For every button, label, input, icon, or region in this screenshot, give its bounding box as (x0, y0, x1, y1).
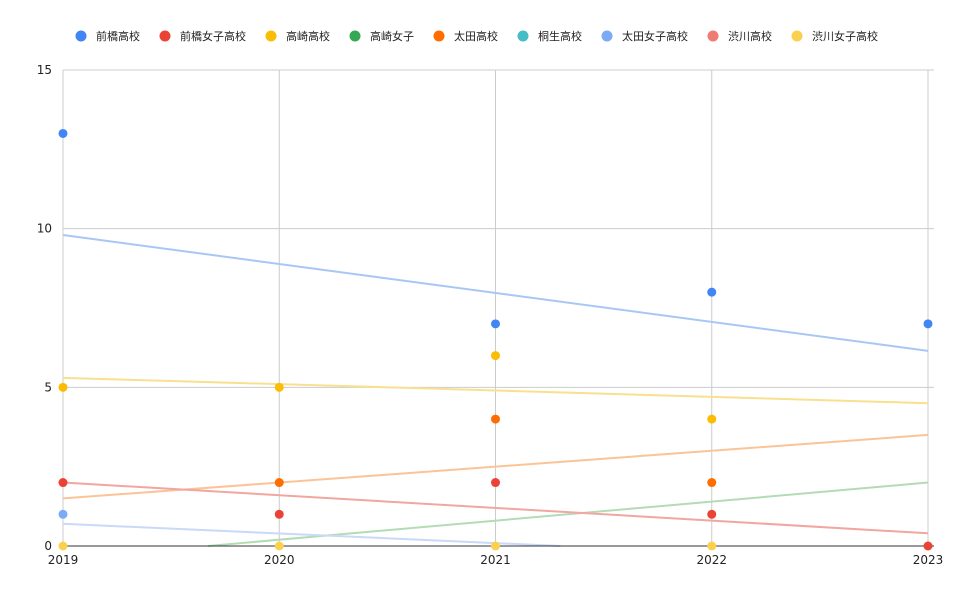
legend-marker (159, 30, 171, 42)
data-point (707, 287, 717, 297)
trendlines (62, 234, 929, 547)
legend-label: 桐生高校 (538, 29, 582, 43)
trendline (62, 433, 929, 500)
legend-label: 太田高校 (454, 29, 498, 43)
data-point (58, 478, 68, 488)
data-point (491, 541, 500, 551)
y-tick-label: 15 (37, 63, 52, 77)
data-points (58, 128, 933, 551)
y-tick-label: 5 (44, 380, 52, 394)
data-point (707, 414, 717, 424)
data-point (707, 509, 717, 519)
data-point (274, 541, 284, 551)
data-point (707, 478, 717, 488)
legend-marker (349, 30, 361, 42)
data-point (923, 319, 933, 329)
legend-label: 渋川高校 (728, 29, 772, 43)
legend-marker (791, 30, 803, 42)
legend-marker (433, 30, 445, 42)
legend-label: 太田女子高校 (622, 29, 688, 43)
legend-marker (265, 30, 277, 42)
legend-label: 前橋高校 (96, 29, 140, 43)
data-point (491, 351, 500, 361)
x-tick-label: 2023 (913, 553, 944, 567)
legend-marker (707, 30, 719, 42)
data-point (274, 478, 284, 488)
data-point (58, 382, 68, 392)
data-point (274, 509, 284, 519)
legend-label: 前橋女子高校 (180, 29, 246, 43)
trendline (62, 481, 929, 535)
legend-label: 高崎高校 (286, 29, 330, 43)
gridlines (62, 69, 934, 546)
data-point (58, 509, 68, 519)
legend: 前橋高校 前橋女子高校 高崎高校 高崎女子 太田高校 桐生高校 太田女子高校 渋川高校 渋川女子… (75, 29, 878, 43)
data-point (491, 414, 500, 424)
x-tick-label: 2019 (48, 553, 79, 567)
data-point (491, 319, 500, 329)
data-point (58, 128, 68, 138)
legend-marker (517, 30, 529, 42)
x-tick-label: 2021 (480, 553, 511, 567)
trendline (62, 376, 929, 405)
data-point (707, 541, 717, 551)
data-point (491, 478, 500, 488)
legend-marker (601, 30, 613, 42)
data-point (923, 541, 933, 551)
x-tick-label: 2020 (264, 553, 295, 567)
data-point (274, 382, 284, 392)
y-tick-label: 10 (37, 222, 52, 236)
legend-marker (75, 30, 87, 42)
legend-label: 渋川女子高校 (812, 29, 878, 43)
y-tick-label: 0 (44, 539, 52, 553)
trendline (62, 234, 929, 352)
x-tick-label: 2022 (696, 553, 727, 567)
legend-label: 高崎女子 (370, 29, 414, 43)
axes: 0 5 10 15 2019 2020 2021 2022 2023 (37, 63, 944, 567)
data-point (58, 541, 68, 551)
trendline (62, 522, 561, 547)
